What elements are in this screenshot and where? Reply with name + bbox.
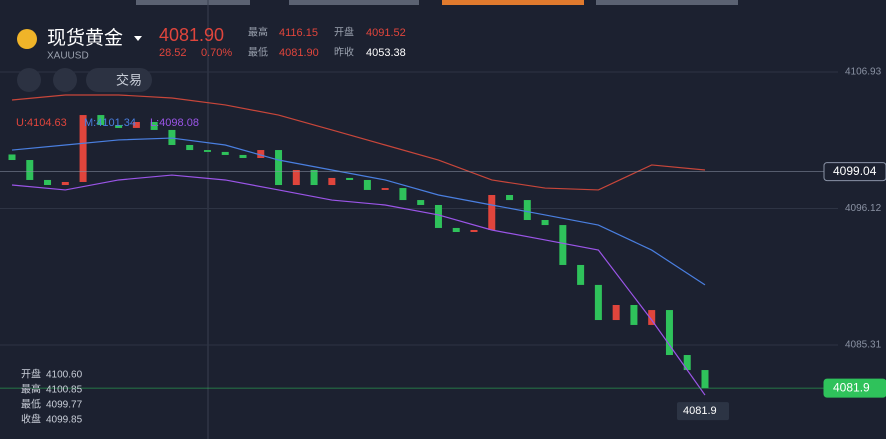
- price-tag: [823, 162, 886, 182]
- legend-middle: M:4101.34: [84, 117, 136, 129]
- ohlc-label: 开盘: [21, 368, 41, 381]
- trade-label[interactable]: 交易: [116, 72, 142, 87]
- candle-body: [612, 305, 620, 321]
- candle-body: [665, 310, 673, 356]
- ohlc-label: 最高: [21, 383, 41, 396]
- candle-body: [452, 227, 460, 233]
- change-pct: 0.70%: [201, 47, 232, 59]
- ohlc-value: 4099.85: [46, 415, 83, 426]
- stat-label: 开盘: [334, 26, 354, 39]
- candle-body: [150, 122, 158, 130]
- candle-body: [79, 115, 87, 182]
- ohlc-value: 4100.85: [46, 385, 83, 396]
- tab[interactable]: [596, 0, 738, 5]
- candle-body: [221, 151, 229, 155]
- legend-lower: L:4098.08: [150, 117, 199, 129]
- candle-body: [434, 204, 442, 228]
- candle-body: [44, 179, 52, 186]
- candle-body: [275, 150, 283, 186]
- candle-body: [363, 179, 371, 190]
- candle-body: [132, 122, 140, 128]
- tab[interactable]: [289, 0, 419, 5]
- ohlc-value: 4099.77: [46, 400, 83, 411]
- tab[interactable]: [442, 0, 584, 5]
- stat-value: 4116.15: [279, 27, 318, 39]
- legend-upper: U:4104.63: [16, 117, 67, 129]
- candle-body: [523, 200, 531, 221]
- stat-label: 最高: [248, 26, 268, 39]
- price-tag: [823, 378, 886, 398]
- y-tick-label: 4106.93: [845, 67, 882, 78]
- candle-body: [683, 355, 691, 371]
- gold-icon: [17, 29, 37, 49]
- candle-body: [328, 177, 336, 186]
- price-tag-label: 4081.9: [833, 380, 870, 394]
- candle-body: [8, 154, 16, 161]
- change: 28.52: [159, 47, 187, 59]
- candle-body: [203, 150, 211, 152]
- y-tick-label: 4096.12: [845, 203, 882, 214]
- tab[interactable]: [136, 0, 250, 5]
- band-line: [11, 137, 706, 286]
- stat-label: 最低: [248, 46, 268, 59]
- stat-value: 4091.52: [366, 27, 406, 39]
- stat-value: 4081.90: [279, 47, 319, 59]
- candle-body: [257, 150, 265, 158]
- candle-body: [577, 264, 585, 285]
- candle-body: [346, 177, 354, 180]
- last-price-label: 4081.9: [683, 405, 717, 417]
- candle-body: [186, 144, 194, 151]
- ohlc-box: 开盘 4100.60 最高 4100.85 最低 4099.77 收盘 4099…: [21, 368, 83, 426]
- candle-body: [61, 181, 69, 186]
- candle-body: [630, 305, 638, 325]
- candle-body: [417, 200, 425, 205]
- last-price-box: [677, 402, 729, 421]
- candle-body: [399, 188, 407, 201]
- candle-body: [594, 284, 602, 321]
- y-tick-label: 4085.31: [845, 340, 882, 351]
- candle-body: [488, 194, 496, 230]
- alert-button[interactable]: [17, 68, 41, 92]
- stat-value: 4053.38: [366, 47, 406, 59]
- candle-body: [559, 225, 567, 265]
- symbol: XAUUSD: [47, 51, 89, 62]
- price: 4081.90: [159, 25, 224, 45]
- candle-body: [381, 188, 389, 190]
- band-line: [11, 94, 706, 191]
- trade-button[interactable]: [86, 68, 152, 92]
- candle-body: [97, 115, 105, 126]
- name[interactable]: 现货黄金: [47, 27, 123, 49]
- candle-body: [26, 160, 34, 180]
- price-tag-label: 4099.04: [833, 164, 877, 178]
- ohlc-label: 收盘: [21, 413, 41, 426]
- plot: 4106.93 4096.12 4085.31 4099.04 4081.9 4081.9: [0, 67, 886, 421]
- candle-body: [506, 194, 514, 201]
- candle-body: [701, 370, 709, 389]
- candle-body: [310, 169, 318, 186]
- candle-body: [470, 229, 478, 233]
- candle-body: [115, 125, 123, 128]
- dropdown[interactable]: [134, 36, 142, 41]
- ohlc-value: 4100.60: [46, 370, 83, 381]
- candle-body: [648, 310, 656, 325]
- ohlc-label: 最低: [21, 398, 41, 411]
- band-line: [11, 174, 706, 396]
- favorite-button[interactable]: [53, 68, 77, 92]
- stat-label: 昨收: [334, 46, 354, 59]
- candle-body: [239, 154, 247, 158]
- candle-body: [292, 169, 300, 186]
- candle-body: [541, 220, 549, 226]
